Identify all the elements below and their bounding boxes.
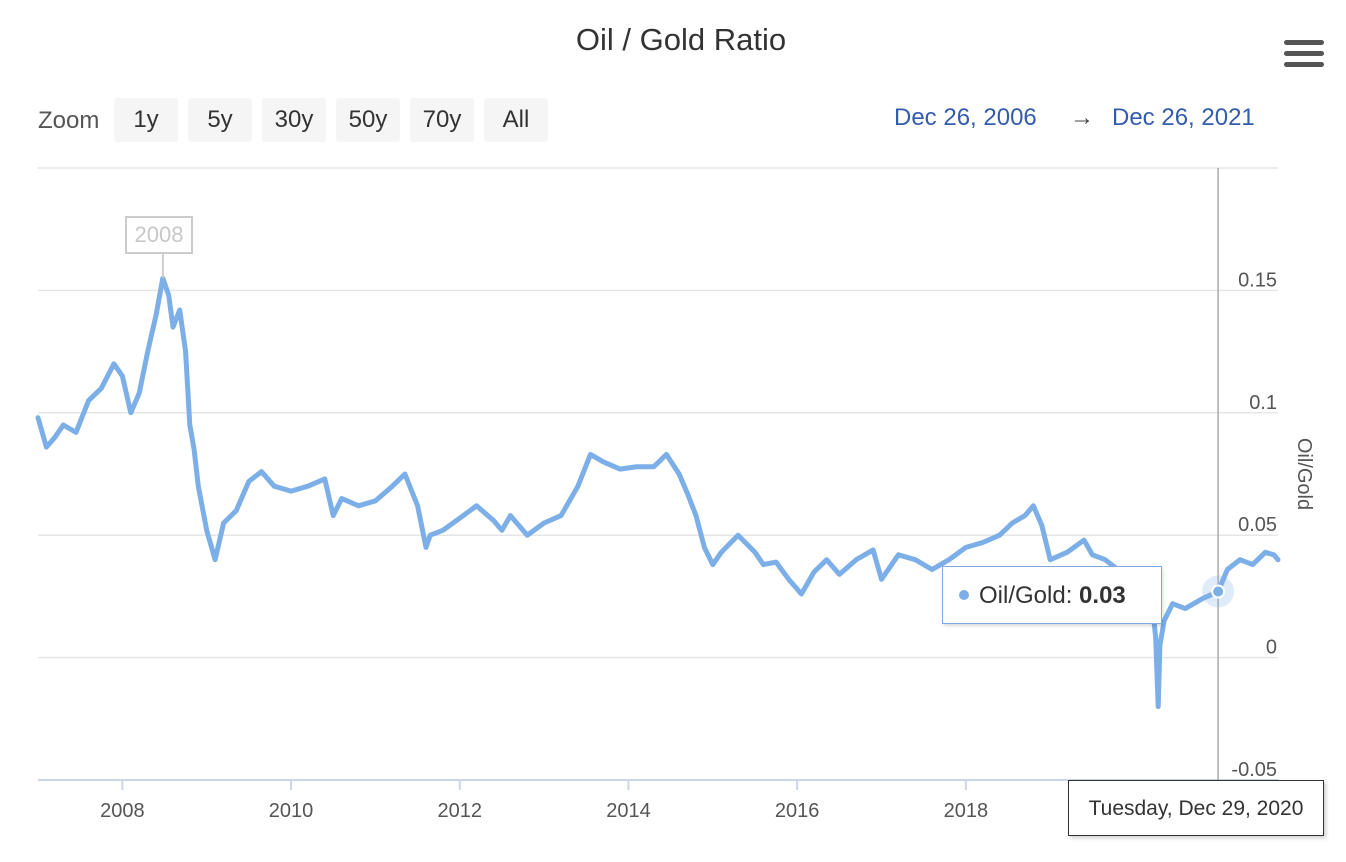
x-axis-ticks: 2008 2010 2012 2014 2016 2018 bbox=[100, 780, 988, 822]
x-tick-label: 2010 bbox=[269, 800, 314, 822]
zoom-1y-button[interactable]: 1y bbox=[114, 98, 178, 142]
y-tick-label: 0 bbox=[1266, 637, 1277, 659]
hover-point[interactable] bbox=[1211, 584, 1226, 599]
x-tick-label: 2008 bbox=[100, 800, 145, 822]
zoom-5y-button[interactable]: 5y bbox=[188, 98, 252, 142]
zoom-all-button[interactable]: All bbox=[484, 98, 548, 142]
y-tick-label: 0.15 bbox=[1238, 269, 1277, 291]
x-tick-label: 2016 bbox=[775, 800, 820, 822]
y-tick-label: 0.1 bbox=[1249, 392, 1277, 414]
hamburger-menu-icon[interactable] bbox=[1284, 40, 1324, 70]
tooltip-series-name: Oil/Gold: bbox=[979, 582, 1073, 609]
range-arrow: → bbox=[1070, 104, 1094, 131]
date-tooltip: Tuesday, Dec 29, 2020 bbox=[1068, 780, 1324, 836]
x-tick-label: 2018 bbox=[944, 800, 989, 822]
flag-2008[interactable]: 2008 bbox=[125, 216, 193, 254]
zoom-label: Zoom bbox=[38, 107, 100, 134]
series-line-oil-gold bbox=[35, 275, 1281, 710]
zoom-70y-button[interactable]: 70y bbox=[410, 98, 474, 142]
range-from-input[interactable]: Dec 26, 2006 bbox=[894, 104, 1037, 131]
x-tick-label: 2014 bbox=[606, 800, 651, 822]
range-to-input[interactable]: Dec 26, 2021 bbox=[1112, 104, 1255, 131]
chart-title: Oil / Gold Ratio bbox=[575, 22, 787, 57]
y-tick-label: 0.05 bbox=[1238, 514, 1277, 536]
y-axis-ticks: 0.15 0.1 0.05 0 -0.05 bbox=[1231, 269, 1277, 781]
series-tooltip: Oil/Gold: 0.03 bbox=[942, 566, 1162, 624]
x-tick-label: 2012 bbox=[438, 800, 483, 822]
tooltip-value: 0.03 bbox=[1079, 582, 1126, 609]
y-axis-label: Oil/Gold bbox=[1293, 438, 1315, 510]
series-group bbox=[35, 275, 1281, 710]
series-dot-icon bbox=[959, 589, 969, 600]
grid-lines bbox=[38, 167, 1278, 659]
y-tick-label: -0.05 bbox=[1231, 759, 1277, 781]
zoom-30y-button[interactable]: 30y bbox=[262, 98, 326, 142]
zoom-50y-button[interactable]: 50y bbox=[336, 98, 400, 142]
